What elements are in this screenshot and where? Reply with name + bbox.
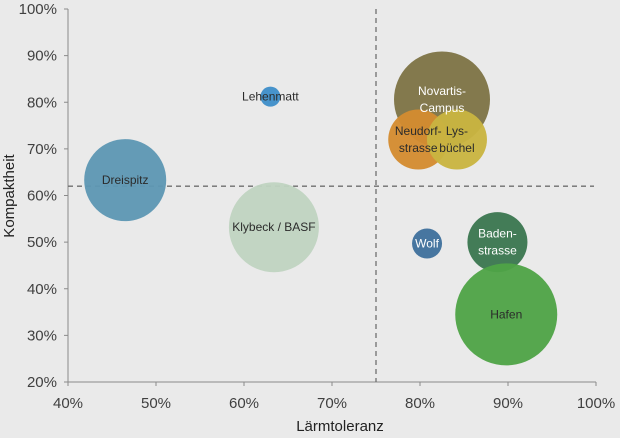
bubble [228, 182, 319, 273]
reference-lines [68, 9, 594, 382]
bubble-label-line: Novartis- [418, 84, 466, 98]
bubble-label: Baden-strasse [478, 227, 517, 258]
bubble-label-line: Lehenmatt [242, 90, 299, 104]
bubble-label: Hafen [490, 307, 522, 321]
bubble-label: Dreispitz [102, 173, 149, 187]
bubble-label-line: Campus [420, 101, 465, 115]
x-tick-label: 80% [405, 395, 435, 412]
bubble [455, 263, 558, 366]
bubble-label-line: Klybeck / BASF [232, 220, 315, 234]
tick-labels: 40% 50% 60% 70% 80% 90% 100% 20% 30% 40% 50% 60% 70%… [19, 1, 616, 412]
y-tick-label: 40% [27, 281, 57, 298]
bubble-label-line: Baden- [478, 227, 517, 241]
y-tick-label: 60% [27, 188, 57, 205]
x-axis-title: Lärmtoleranz [296, 418, 384, 435]
bubble [412, 228, 443, 259]
y-tick-label: 80% [27, 94, 57, 111]
bubble-label: Lehenmatt [242, 90, 299, 104]
bubble [84, 139, 167, 222]
bubble-label-line: strasse [478, 244, 517, 258]
x-tick-label: 90% [493, 395, 523, 412]
bubble-label: Novartis- Campus [418, 84, 466, 115]
x-tick-label: 70% [317, 395, 347, 412]
y-tick-label: 20% [27, 374, 57, 391]
bubble-label-line: büchel [439, 141, 474, 155]
x-tick-label: 100% [577, 395, 615, 412]
bubble-label: Klybeck / BASF [232, 220, 315, 234]
bubble-label: Neudorf-strasse [395, 124, 442, 155]
bubble [467, 212, 528, 273]
bubbles: Dreispitz Lehenmatt Klybeck / BASF Novartis… [84, 51, 558, 366]
x-tick-label: 50% [141, 395, 171, 412]
y-tick-label: 90% [27, 48, 57, 65]
y-tick-label: 100% [19, 1, 57, 18]
bubble-label: Lys-büchel [439, 124, 474, 155]
bubble-label-line: Dreispitz [102, 173, 149, 187]
y-axis-title: Kompaktheit [1, 153, 18, 237]
bubble-label-line: Hafen [490, 307, 522, 321]
bubble-label: Wolf [415, 237, 439, 251]
axes [64, 8, 597, 386]
x-tick-label: 40% [53, 395, 83, 412]
bubble-label-line: strasse [399, 141, 438, 155]
bubble-label-line: Lys- [446, 124, 468, 138]
x-tick-label: 60% [229, 395, 259, 412]
bubble-label-line: Wolf [415, 237, 439, 251]
bubble [260, 86, 281, 107]
y-tick-label: 50% [27, 234, 57, 251]
y-tick-label: 70% [27, 141, 57, 158]
bubble [426, 109, 487, 170]
y-tick-label: 30% [27, 327, 57, 344]
bubble-label-line: Neudorf- [395, 124, 442, 138]
